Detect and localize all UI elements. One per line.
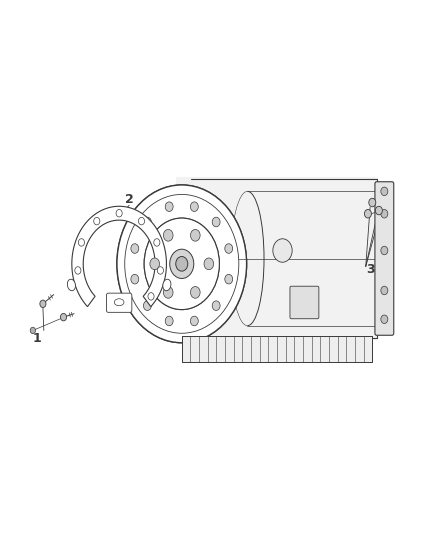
Circle shape (138, 217, 145, 225)
Circle shape (364, 209, 371, 218)
Circle shape (165, 202, 173, 212)
Circle shape (204, 258, 214, 270)
Circle shape (381, 187, 388, 196)
Circle shape (116, 209, 122, 217)
Circle shape (225, 274, 233, 284)
Circle shape (191, 202, 198, 212)
Circle shape (154, 239, 160, 246)
Circle shape (117, 185, 247, 343)
Circle shape (60, 313, 67, 321)
Circle shape (176, 256, 188, 271)
Circle shape (144, 217, 152, 227)
FancyBboxPatch shape (176, 177, 378, 340)
Circle shape (191, 229, 200, 241)
Circle shape (191, 316, 198, 326)
Circle shape (75, 266, 81, 274)
Circle shape (117, 185, 247, 343)
Ellipse shape (163, 279, 171, 290)
Circle shape (40, 300, 46, 308)
Circle shape (125, 195, 239, 333)
Circle shape (150, 258, 159, 270)
Circle shape (191, 287, 200, 298)
Ellipse shape (67, 279, 75, 290)
Circle shape (144, 218, 219, 310)
Circle shape (163, 287, 173, 298)
Bar (182, 336, 372, 362)
Circle shape (144, 218, 219, 310)
FancyBboxPatch shape (375, 182, 394, 335)
Circle shape (78, 239, 85, 246)
Circle shape (273, 239, 292, 262)
Circle shape (131, 244, 139, 253)
Polygon shape (72, 206, 166, 306)
Text: 2: 2 (125, 193, 134, 206)
Circle shape (131, 274, 139, 284)
Circle shape (148, 293, 154, 300)
Circle shape (157, 266, 163, 274)
Circle shape (381, 246, 388, 255)
Circle shape (381, 209, 388, 218)
Circle shape (375, 206, 382, 215)
FancyBboxPatch shape (290, 286, 319, 319)
Circle shape (163, 229, 173, 241)
Circle shape (381, 315, 388, 324)
Circle shape (144, 301, 152, 310)
Circle shape (165, 316, 173, 326)
Circle shape (381, 286, 388, 295)
FancyBboxPatch shape (106, 293, 132, 312)
Text: 3: 3 (366, 263, 374, 276)
Circle shape (225, 244, 233, 253)
Circle shape (212, 217, 220, 227)
Circle shape (30, 327, 35, 334)
Circle shape (94, 217, 100, 225)
Circle shape (369, 198, 376, 207)
Ellipse shape (114, 298, 124, 306)
Circle shape (212, 301, 220, 310)
Text: 1: 1 (33, 332, 42, 345)
Circle shape (170, 249, 194, 278)
